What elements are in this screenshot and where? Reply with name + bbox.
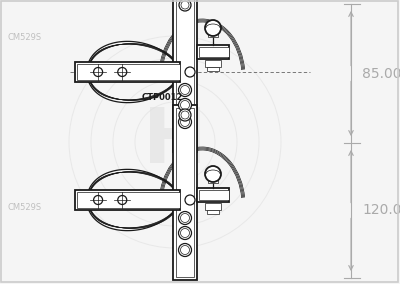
Circle shape xyxy=(179,0,191,11)
Circle shape xyxy=(118,68,127,76)
Circle shape xyxy=(178,83,192,97)
Circle shape xyxy=(185,67,195,77)
Circle shape xyxy=(179,109,191,121)
Bar xyxy=(173,105,197,280)
Circle shape xyxy=(178,227,192,239)
Circle shape xyxy=(94,68,102,76)
Circle shape xyxy=(180,101,190,110)
Bar xyxy=(205,60,221,67)
Text: CTP0012: CTP0012 xyxy=(142,93,183,101)
Bar xyxy=(199,190,229,200)
Circle shape xyxy=(180,229,190,237)
Bar xyxy=(206,210,219,214)
Bar xyxy=(176,108,194,277)
Bar xyxy=(75,190,180,210)
Bar xyxy=(173,0,197,152)
Bar xyxy=(208,32,218,37)
Bar xyxy=(176,0,194,149)
Circle shape xyxy=(178,116,192,128)
Bar xyxy=(197,188,229,202)
Text: CM529S: CM529S xyxy=(8,204,42,212)
Bar xyxy=(197,45,229,59)
Circle shape xyxy=(185,195,195,205)
Circle shape xyxy=(181,111,189,119)
Bar xyxy=(77,192,180,208)
Circle shape xyxy=(178,243,192,256)
Circle shape xyxy=(94,195,102,204)
Text: 120.00: 120.00 xyxy=(362,204,400,218)
Bar xyxy=(206,67,219,71)
Circle shape xyxy=(180,245,190,254)
Bar xyxy=(208,178,218,183)
Bar xyxy=(75,62,180,82)
Circle shape xyxy=(180,85,190,95)
Bar xyxy=(205,203,221,210)
Text: CM529S: CM529S xyxy=(8,34,42,43)
Circle shape xyxy=(178,212,192,224)
Circle shape xyxy=(205,20,221,36)
Circle shape xyxy=(180,118,190,126)
Circle shape xyxy=(118,195,127,204)
Bar xyxy=(199,47,229,57)
Text: 85.00: 85.00 xyxy=(362,66,400,80)
Circle shape xyxy=(178,99,192,112)
Circle shape xyxy=(181,1,189,9)
Bar xyxy=(77,64,180,80)
Circle shape xyxy=(180,214,190,222)
Circle shape xyxy=(205,166,221,182)
Text: H: H xyxy=(143,105,207,179)
